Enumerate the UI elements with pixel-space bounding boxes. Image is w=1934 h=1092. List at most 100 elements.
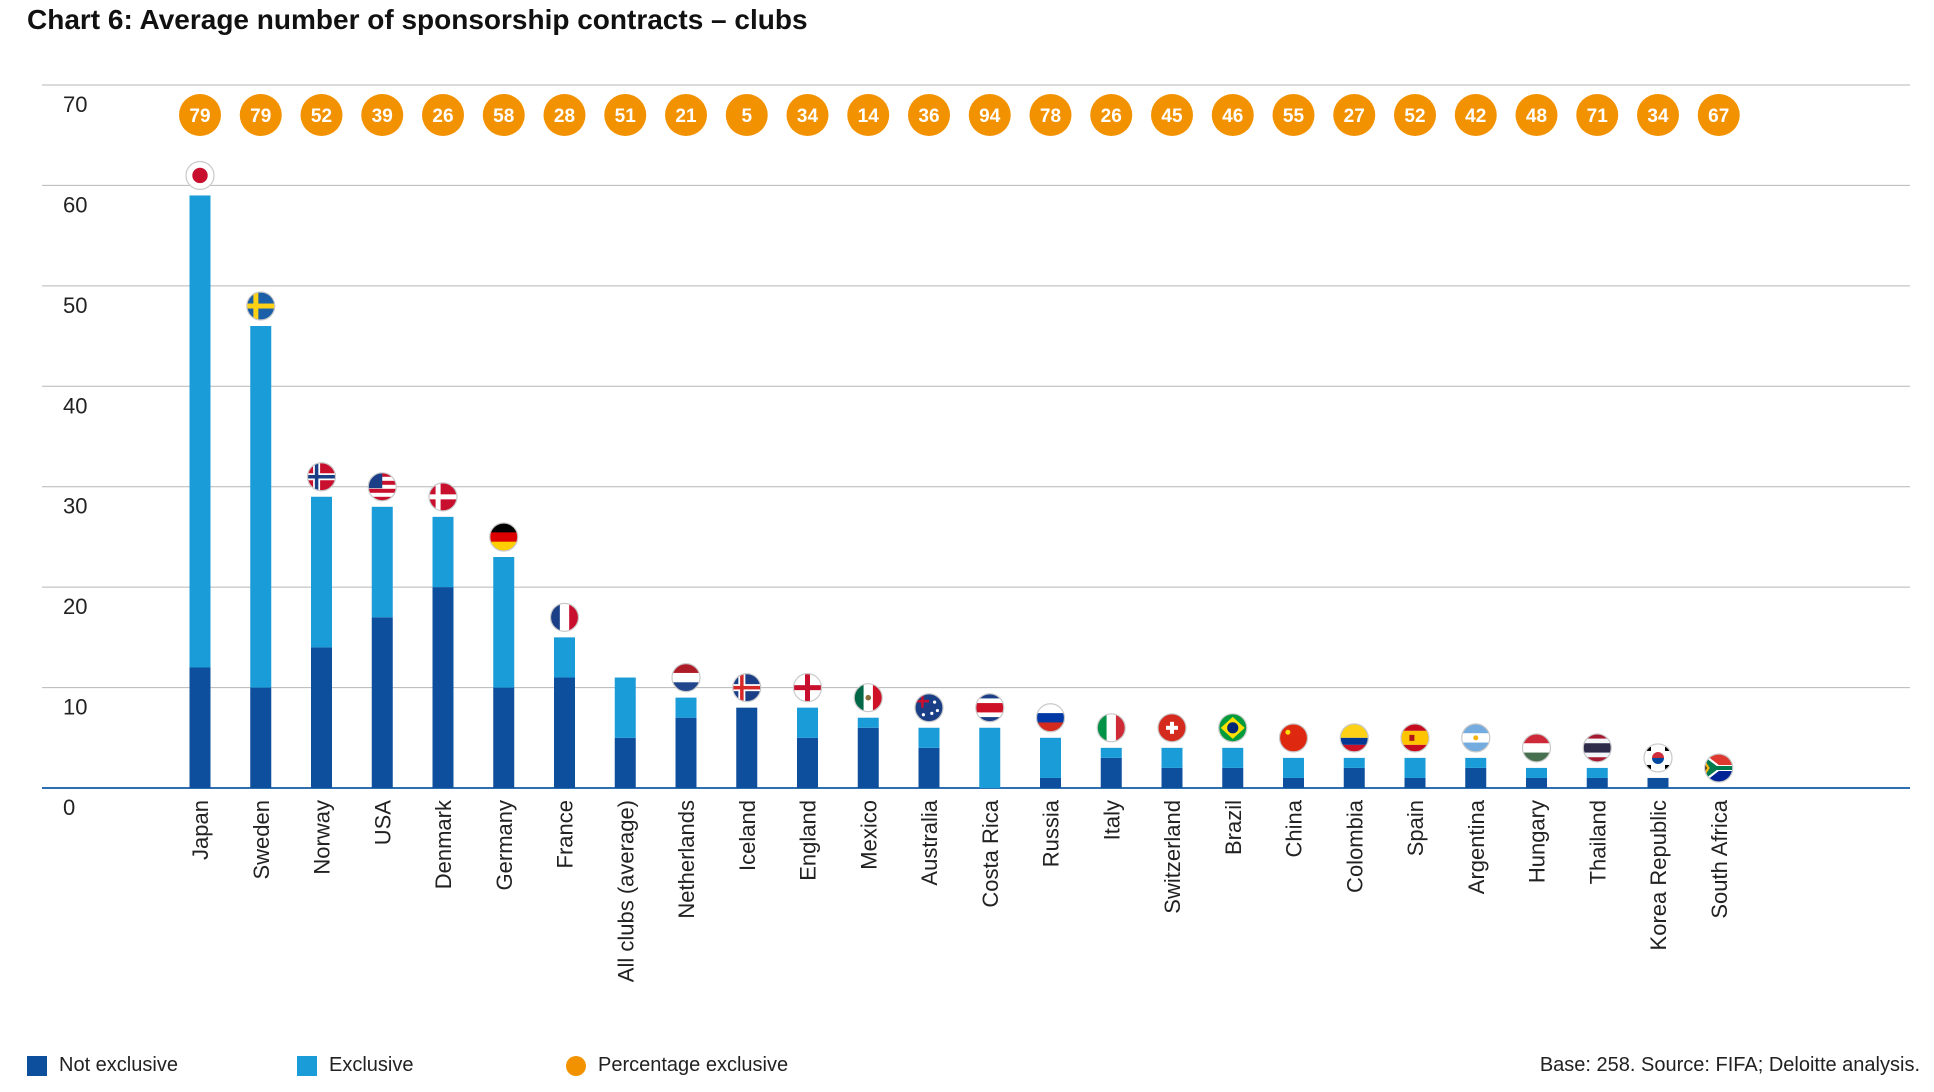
x-tick-label-germany: Germany: [492, 800, 517, 890]
percentage-label: 21: [675, 106, 697, 127]
x-tick-label-netherlands: Netherlands: [674, 800, 699, 919]
bar-not-exclusive-netherlands: [675, 717, 697, 788]
percentage-label: 14: [858, 106, 880, 127]
percentage-dot: [239, 94, 282, 136]
percentage-marker-japan: 79: [179, 94, 221, 136]
percentage-dot: [604, 94, 647, 136]
percentage-marker-england: 34: [786, 94, 829, 136]
percentage-dot: [968, 94, 1011, 136]
percentage-dot: [1454, 94, 1497, 136]
percentage-label: 45: [1161, 106, 1183, 127]
legend-percentage: Percentage exclusive: [566, 1054, 788, 1077]
percentage-label: 36: [918, 106, 939, 127]
percentage-dot: [543, 94, 586, 136]
bar-exclusive-colombia: [1343, 757, 1365, 768]
japan-flag-icon: [185, 160, 215, 191]
bar-exclusive-argentina: [1465, 757, 1487, 768]
percentage-label: 94: [979, 106, 1001, 127]
x-tick-label-china: China: [1282, 799, 1307, 857]
bar-not-exclusive-china: [1283, 777, 1304, 788]
percentage-marker-australia: 36: [908, 94, 950, 136]
percentage-dot: [725, 94, 768, 136]
percentage-label: 27: [1344, 106, 1365, 127]
percentage-dot: [1333, 94, 1376, 136]
bar-not-exclusive-iceland: [736, 707, 758, 788]
percentage-label: 28: [554, 106, 575, 127]
x-tick-label-russia: Russia: [1039, 799, 1064, 867]
percentage-marker-hungary: 48: [1515, 94, 1558, 136]
percentage-dot: [908, 94, 950, 136]
bar-exclusive-germany: [493, 557, 515, 688]
percentage-label: 34: [797, 106, 819, 127]
legend-label-not-exclusive: Not exclusive: [59, 1054, 178, 1076]
percentage-marker-france: 28: [543, 94, 586, 136]
bar-exclusive-china: [1283, 757, 1304, 778]
y-tick-label: 50: [63, 293, 87, 318]
bar-not-exclusive-australia: [918, 747, 940, 788]
legend-label-percentage: Percentage exclusive: [598, 1054, 789, 1076]
bar-exclusive-spain: [1404, 757, 1426, 778]
percentage-marker-south-africa: 67: [1697, 94, 1740, 136]
legend-not-exclusive: Not exclusive: [27, 1054, 178, 1077]
argentina-flag-icon: [1461, 723, 1491, 753]
bar-exclusive-australia: [918, 727, 940, 748]
percentage-marker-germany: 58: [482, 94, 525, 136]
korea-republic-flag-icon: [1643, 743, 1673, 773]
percentage-label: 71: [1587, 106, 1609, 127]
percentage-label: 42: [1465, 106, 1486, 127]
percentage-label: 79: [250, 106, 271, 127]
percentage-marker-netherlands: 21: [665, 94, 707, 136]
percentage-label: 58: [493, 106, 514, 127]
bar-not-exclusive-germany: [493, 687, 515, 788]
legend-exclusive: Exclusive: [297, 1054, 413, 1077]
percentage-dot: [300, 94, 343, 136]
x-tick-label-colombia: Colombia: [1342, 799, 1367, 893]
bar-not-exclusive-all-clubs-average: [614, 737, 636, 788]
flags: [185, 160, 1734, 783]
percentage-dot: [1029, 94, 1072, 136]
x-tick-label-switzerland: Switzerland: [1160, 800, 1185, 914]
england-flag-icon: [792, 673, 823, 703]
percentage-label: 78: [1040, 106, 1061, 127]
bar-not-exclusive-thailand: [1586, 777, 1608, 788]
x-tick-label-iceland: Iceland: [735, 800, 760, 871]
colombia-flag-icon: [1339, 723, 1369, 753]
bar-not-exclusive-hungary: [1526, 777, 1547, 788]
bar-not-exclusive-brazil: [1222, 767, 1244, 788]
bar-exclusive-italy: [1100, 747, 1122, 758]
x-tick-label-sweden: Sweden: [249, 800, 274, 880]
bars: [189, 195, 1669, 788]
bar-exclusive-brazil: [1222, 747, 1244, 768]
x-tick-label-argentina: Argentina: [1464, 799, 1489, 894]
y-tick-label: 20: [63, 594, 87, 619]
thailand-flag-icon: [1582, 733, 1612, 763]
bar-not-exclusive-france: [554, 677, 575, 788]
bar-exclusive-usa: [371, 506, 393, 618]
percentage-label: 26: [1101, 106, 1122, 127]
norway-flag-icon: [306, 462, 337, 492]
percentage-marker-mexico: 14: [847, 94, 890, 136]
percentage-dot: [665, 94, 707, 136]
spain-flag-icon: [1400, 723, 1430, 753]
bar-exclusive-denmark: [432, 516, 454, 588]
percentage-dot: [1576, 94, 1619, 136]
bar-not-exclusive-korea-republic: [1647, 777, 1669, 788]
costa-rica-flag-icon: [975, 693, 1005, 723]
percentage-marker-sweden: 79: [239, 94, 282, 136]
x-tick-label-usa: USA: [370, 800, 395, 846]
source-note: Base: 258. Source: FIFA; Deloitte analys…: [1539, 1054, 1920, 1076]
bar-not-exclusive-spain: [1404, 777, 1426, 788]
bar-not-exclusive-usa: [371, 617, 393, 788]
percentage-label: 34: [1647, 106, 1669, 127]
percentage-dot: [1211, 94, 1254, 136]
bar-not-exclusive-italy: [1100, 757, 1122, 788]
percentage-marker-iceland: 5: [725, 94, 768, 136]
switzerland-flag-icon: [1157, 713, 1187, 743]
brazil-flag-icon: [1218, 713, 1248, 743]
legend-swatch-exclusive: [297, 1055, 317, 1076]
x-tick-label-italy: Italy: [1099, 800, 1124, 840]
legend-label-exclusive: Exclusive: [329, 1054, 414, 1076]
chart-title: Chart 6: Average number of sponsorship c…: [27, 4, 808, 35]
legend-dot-percentage: [566, 1055, 586, 1076]
percentage-dot: [1090, 94, 1133, 136]
